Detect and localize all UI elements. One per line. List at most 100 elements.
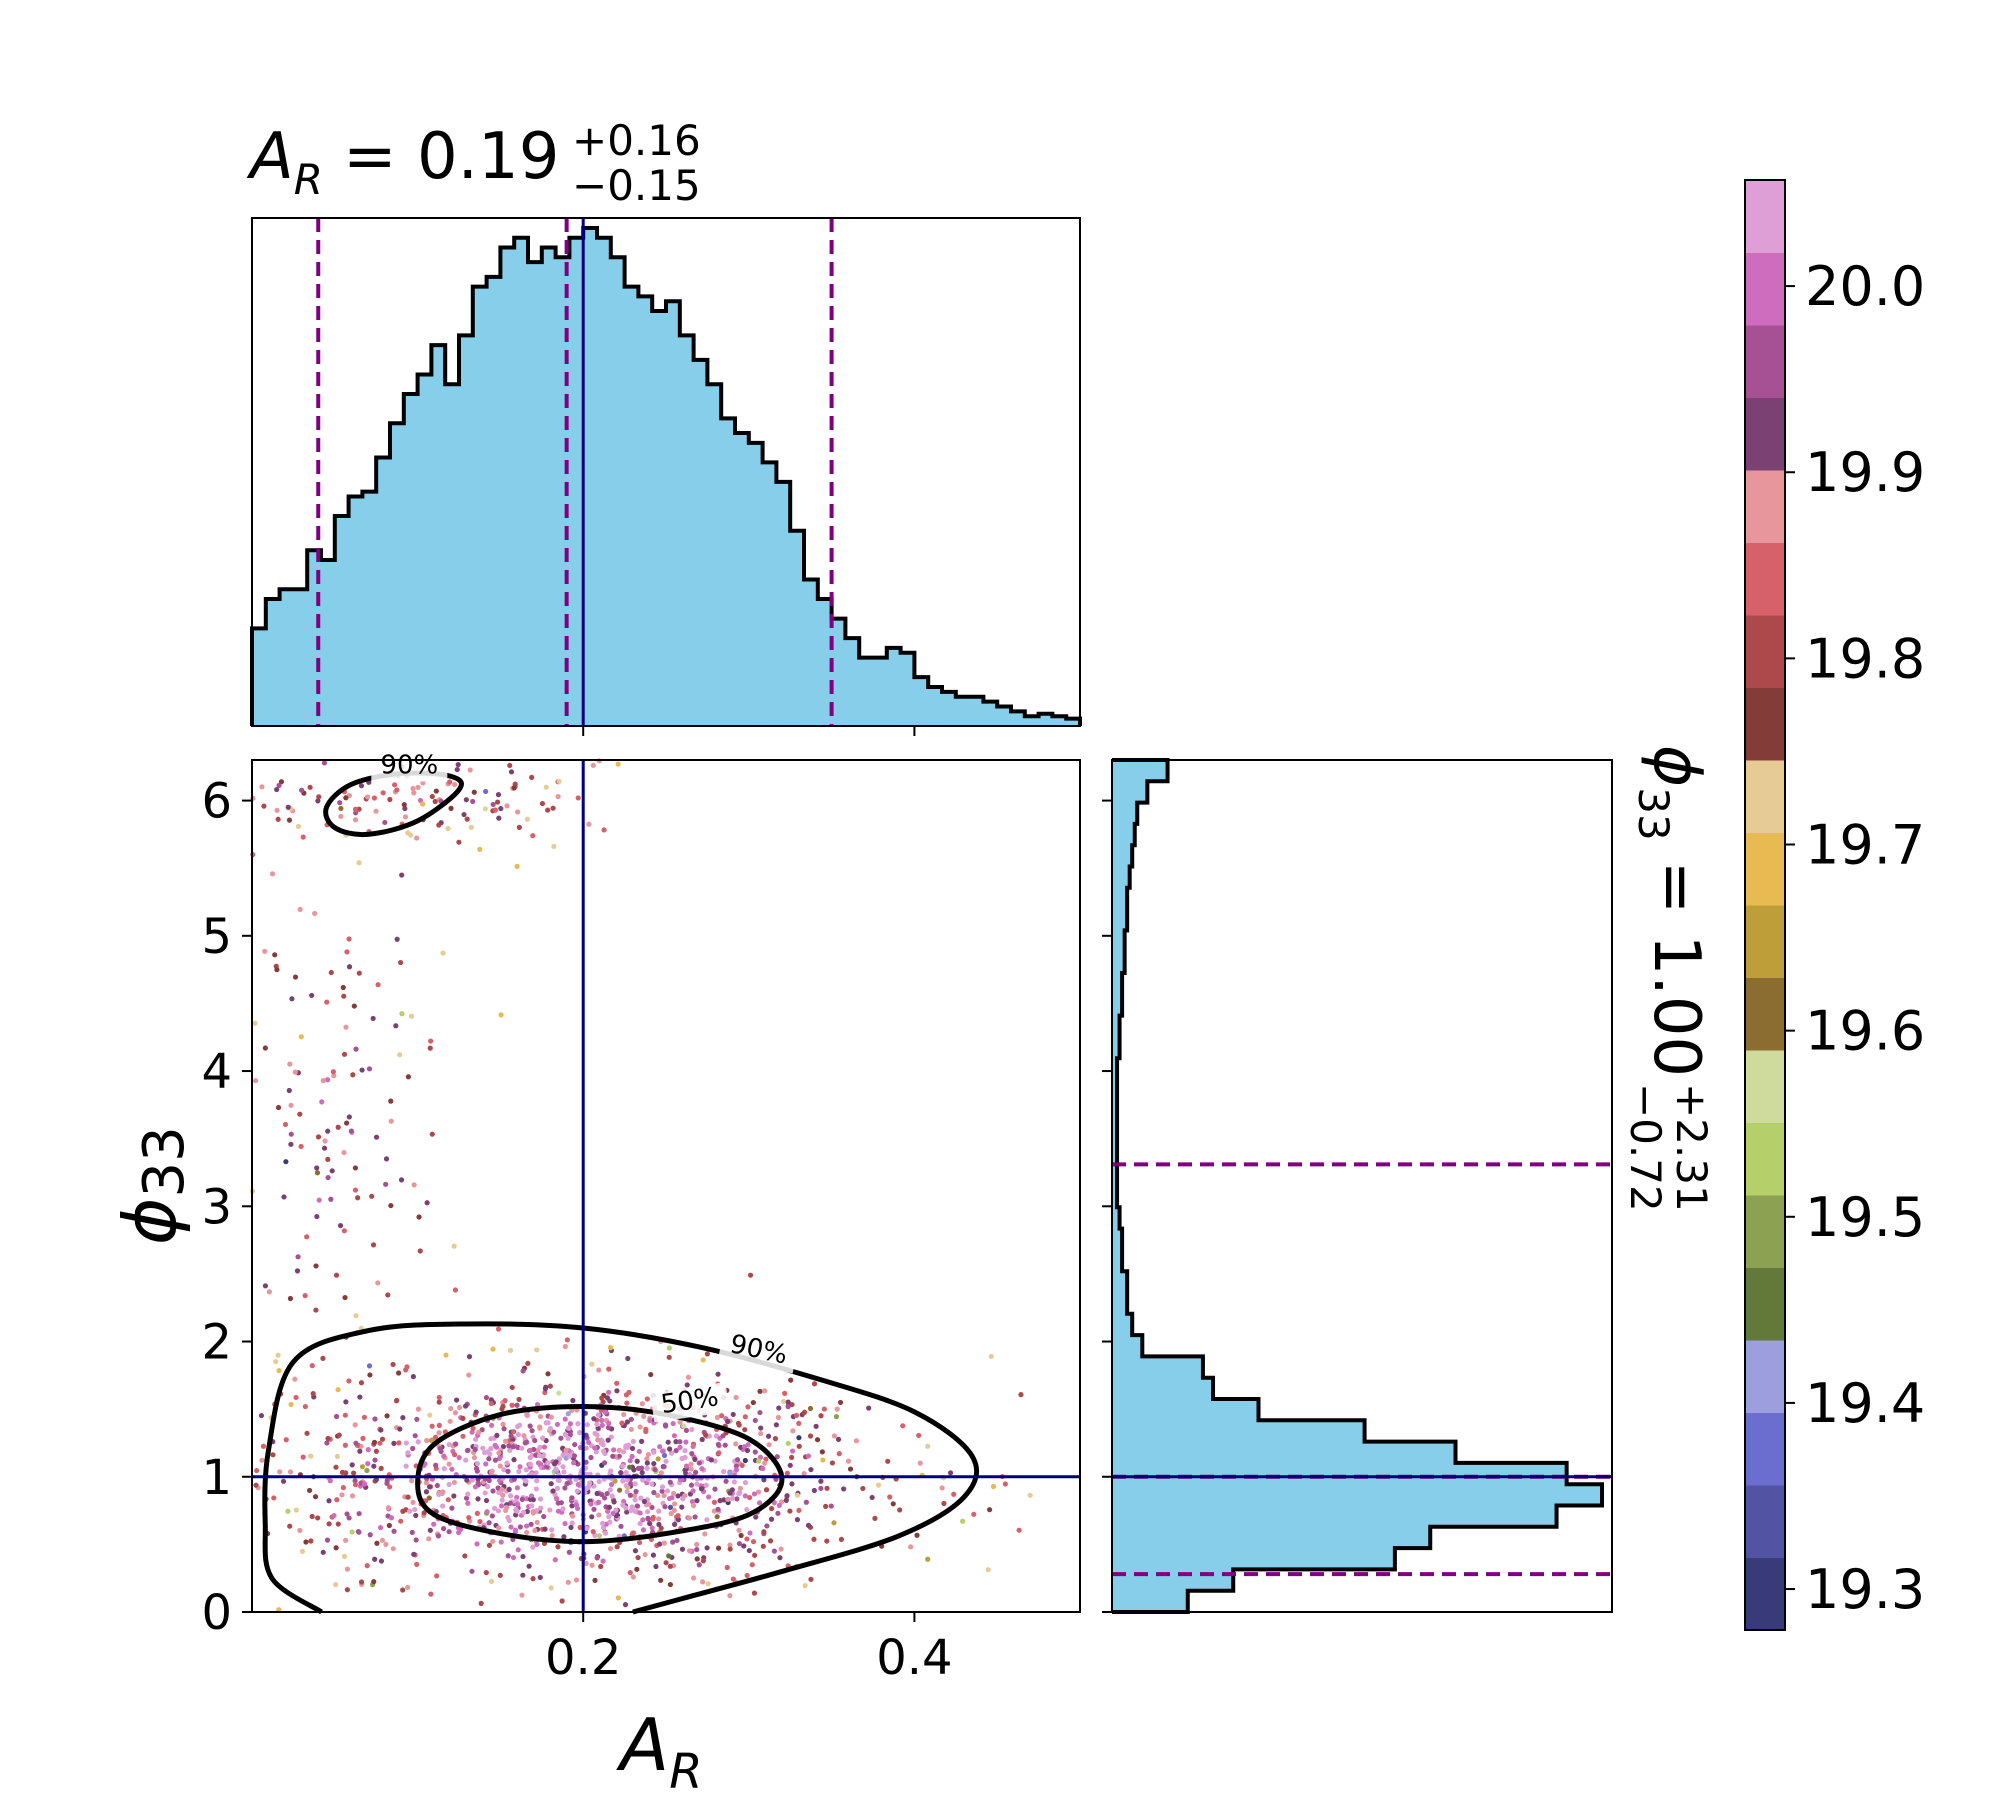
scatter-point	[569, 1513, 576, 1519]
scatter-point	[778, 1546, 784, 1552]
scatter-point	[483, 1569, 489, 1576]
scatter-point	[488, 1400, 494, 1407]
histogram-bar-x	[748, 442, 764, 726]
scatter-point	[657, 1541, 663, 1547]
colorbar-segment	[1745, 760, 1785, 833]
scatter-point	[524, 1529, 530, 1536]
scatter-point	[295, 1254, 301, 1260]
histogram-bar-y	[1112, 1505, 1557, 1528]
scatter-point	[900, 1423, 906, 1429]
histogram-bar-y	[1112, 1313, 1133, 1336]
scatter-point	[408, 832, 414, 838]
scatter-point	[331, 1073, 337, 1079]
scatter-point	[405, 1584, 411, 1591]
scatter-point	[259, 784, 265, 790]
scatter-point	[648, 1371, 654, 1378]
scatter-point	[758, 1430, 764, 1437]
scatter-point	[574, 1488, 580, 1494]
scatter-point	[818, 1413, 824, 1419]
scatter-point	[575, 1482, 581, 1488]
histogram-bar-x	[666, 301, 681, 726]
scatter-point	[352, 1187, 359, 1193]
scatter-point	[477, 846, 483, 852]
scatter-point	[327, 1478, 333, 1484]
scatter-point	[630, 1574, 636, 1580]
colorbar-segment	[1745, 1195, 1785, 1268]
scatter-point	[875, 1482, 882, 1488]
scatter-point	[352, 1482, 359, 1488]
histogram-bar-x	[1024, 716, 1040, 726]
scatter-point	[436, 1422, 442, 1428]
scatter-point	[397, 1052, 403, 1058]
scatter-point	[485, 1484, 491, 1490]
scatter-point	[492, 807, 499, 813]
scatter-point	[410, 1374, 416, 1380]
scatter-point	[356, 1510, 362, 1517]
scatter-point	[355, 1528, 361, 1535]
scatter-point	[293, 1507, 299, 1513]
scatter-point	[586, 1439, 592, 1446]
scatter-point	[589, 1514, 595, 1520]
histogram-bar-y	[1112, 1462, 1567, 1485]
scatter-point	[789, 1454, 795, 1461]
scatter-point	[474, 1510, 480, 1517]
scatter-point	[668, 1510, 674, 1517]
scatter-point	[663, 1560, 669, 1566]
scatter-point	[472, 1446, 478, 1453]
scatter-point	[414, 1416, 420, 1422]
scatter-point	[511, 1457, 517, 1463]
scatter-point	[593, 1449, 599, 1455]
scatter-point	[333, 1582, 339, 1588]
scatter-point	[610, 1453, 616, 1459]
scatter-point	[632, 1508, 638, 1514]
scatter-point	[606, 1504, 612, 1510]
scatter-point	[558, 1435, 564, 1441]
scatter-point	[338, 805, 344, 812]
scatter-point	[483, 1461, 489, 1467]
scatter-point	[565, 1435, 571, 1441]
scatter-point	[326, 1521, 332, 1527]
scatter-point	[789, 1481, 795, 1487]
scatter-point	[731, 1479, 737, 1485]
scatter-point	[520, 1509, 527, 1516]
scatter-point	[534, 1541, 540, 1547]
scatter-point	[533, 1486, 539, 1492]
scatter-point	[410, 785, 416, 792]
scatter-point	[789, 1401, 795, 1408]
scatter-point	[669, 1495, 675, 1501]
scatter-point	[499, 1486, 505, 1493]
histogram-bar-x	[997, 706, 1012, 726]
scatter-point	[890, 1501, 896, 1507]
scatter-point	[473, 1409, 479, 1415]
scatter-point	[686, 1515, 692, 1521]
scatter-point	[405, 1450, 411, 1456]
scatter-point	[473, 1436, 479, 1442]
scatter-point	[807, 1433, 814, 1439]
scatter-point	[651, 1449, 657, 1455]
scatter-point	[528, 1521, 534, 1527]
histogram-bar-y	[1112, 1143, 1118, 1166]
scatter-point	[360, 1435, 366, 1441]
scatter-point	[653, 1563, 659, 1570]
scatter-point	[742, 1414, 748, 1420]
scatter-point	[590, 762, 596, 768]
scatter-point	[658, 1525, 664, 1531]
colorbar-segment	[1745, 977, 1785, 1051]
scatter-point	[749, 1562, 755, 1568]
scatter-point	[287, 1061, 293, 1067]
marginal-y-title-low: −0.72	[1621, 1083, 1670, 1212]
scatter-point	[441, 1466, 447, 1472]
scatter-point	[696, 1562, 702, 1568]
scatter-point	[550, 1488, 556, 1494]
scatter-point	[616, 1453, 622, 1459]
scatter-point	[553, 1466, 559, 1472]
scatter-point	[737, 1485, 743, 1491]
histogram-bar-y	[1112, 994, 1123, 1017]
scatter-point	[414, 835, 420, 841]
scatter-point	[463, 1457, 469, 1463]
histogram-bar-y	[1112, 930, 1125, 953]
scatter-point	[346, 1114, 352, 1120]
scatter-point	[515, 1547, 521, 1553]
histogram-bar-x	[1038, 713, 1053, 726]
